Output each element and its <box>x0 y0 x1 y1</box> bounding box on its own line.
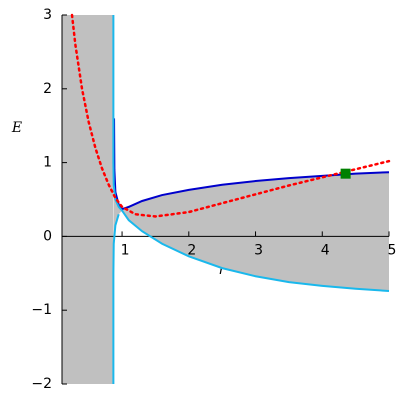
curve <box>113 118 390 211</box>
y-axis-label: E <box>11 120 22 136</box>
curve <box>112 15 390 384</box>
y-tick-label: 2 <box>43 81 52 97</box>
curve <box>70 13 391 218</box>
x-tick-label: 3 <box>254 242 263 258</box>
y-tick-label: −1 <box>31 302 52 318</box>
x-tick-label: 2 <box>187 242 196 258</box>
shaded-region <box>113 118 389 384</box>
x-tick-label: 4 <box>321 242 330 258</box>
x-axis-label: r <box>219 262 227 278</box>
y-tick-label: 3 <box>43 7 52 23</box>
y-tick-label: −2 <box>31 376 52 392</box>
x-tick-label: 1 <box>121 242 130 258</box>
y-tick-label: 0 <box>43 228 52 244</box>
marker <box>340 168 351 179</box>
y-tick-label: 1 <box>43 155 52 171</box>
x-tick-label: 5 <box>388 242 397 258</box>
shaded-region <box>62 15 114 384</box>
